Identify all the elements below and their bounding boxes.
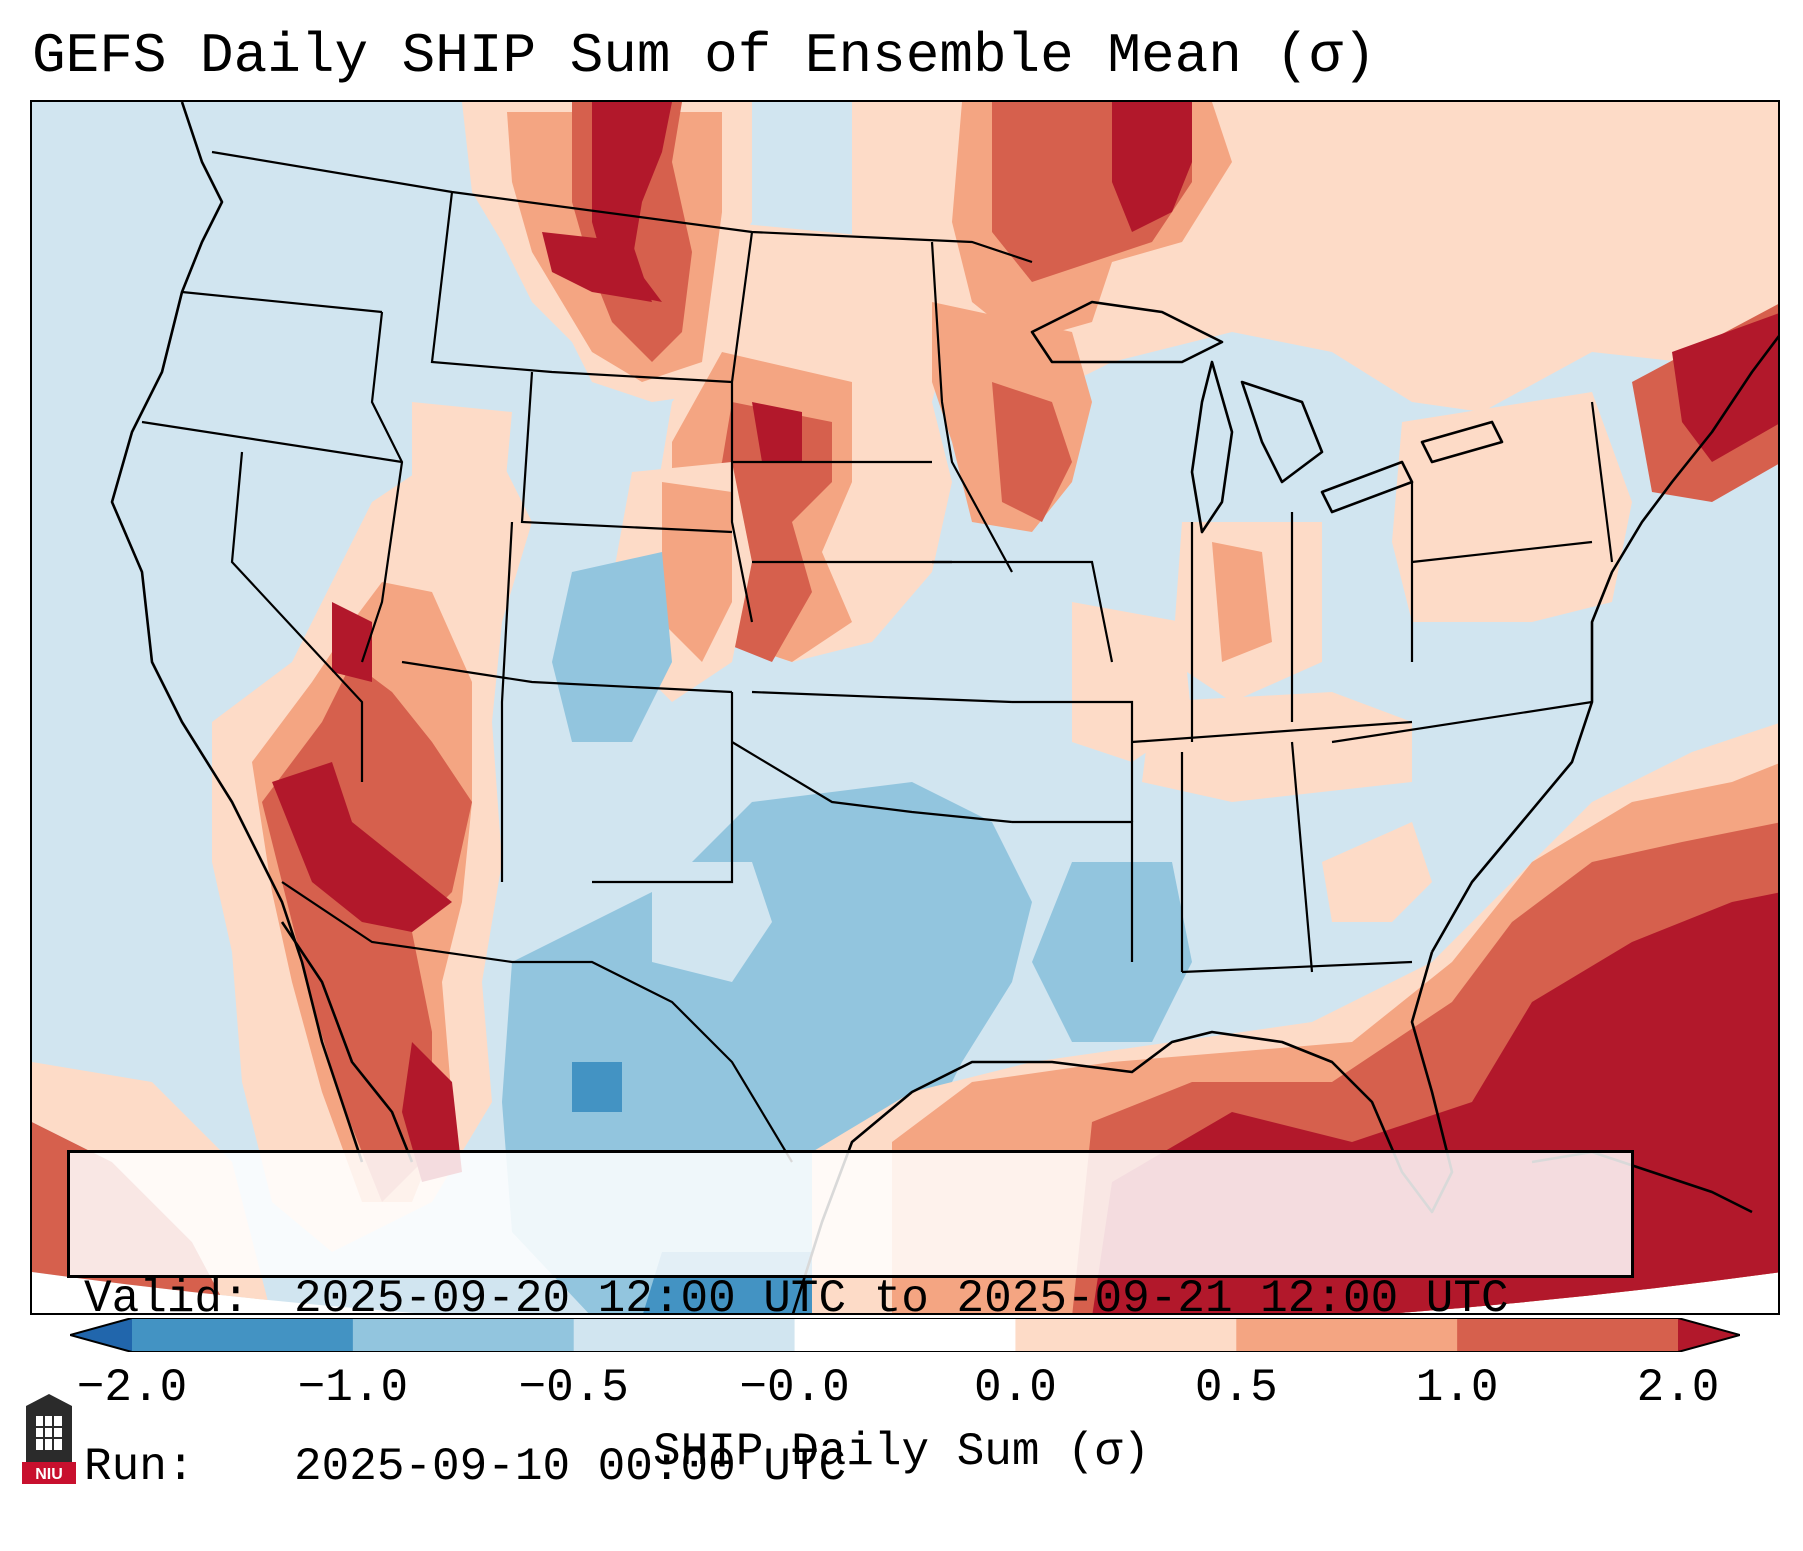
colorbar-bin-2 xyxy=(352,1318,575,1352)
state-dakotas xyxy=(730,231,754,623)
colorbar-bin-3 xyxy=(573,1318,796,1352)
anomaly-plains-max xyxy=(752,402,802,462)
border-layer xyxy=(141,150,1614,1163)
anomaly-utah-light xyxy=(412,402,512,562)
colorbar-tick-label: −0.0 xyxy=(739,1362,850,1414)
state-ny-ne xyxy=(1590,401,1614,563)
anomaly-tennessee-light xyxy=(1142,692,1412,802)
state-ks-ok xyxy=(751,690,1013,704)
state-ga-fl xyxy=(1181,960,1413,974)
logo-window xyxy=(36,1416,62,1450)
anomaly-montana-max2 xyxy=(542,232,652,302)
logo-window-grid xyxy=(36,1416,62,1450)
state-pa-ny xyxy=(1411,540,1593,564)
great-lakes-ontario xyxy=(1420,420,1504,464)
state-wa-or xyxy=(181,290,383,314)
colorbar-extend-high xyxy=(1678,1318,1740,1352)
state-co-nm xyxy=(500,521,514,882)
state-ar-la xyxy=(1012,820,1134,962)
colorbar-bin-1 xyxy=(132,1318,354,1352)
state-va-nc xyxy=(1331,700,1593,744)
anomaly-louisiana-neg xyxy=(1032,862,1192,1042)
colorbar-ticks: −2.0 −1.0 −0.5 −0.0 0.0 0.5 1.0 2.0 xyxy=(0,1360,1803,1420)
colorbar-bin-5 xyxy=(1015,1318,1237,1352)
valid-key: Valid: xyxy=(84,1273,250,1325)
colorbar-tick-label: −1.0 xyxy=(297,1362,409,1414)
run-value: 2025-09-10 00:00 UTC xyxy=(294,1441,847,1493)
state-al-ga xyxy=(1290,741,1314,973)
state-wy-co xyxy=(520,371,733,534)
colorbar xyxy=(70,1318,1740,1352)
run-key: Run: xyxy=(84,1441,195,1493)
field-layer xyxy=(32,102,1778,1313)
colorbar-bin-6 xyxy=(1236,1318,1458,1352)
state-ia-mo xyxy=(932,560,1114,663)
colorbar-tick-label: −2.0 xyxy=(76,1362,188,1414)
colorbar-bin-4 xyxy=(794,1318,1016,1352)
great-lakes-superior xyxy=(1030,300,1224,364)
run-row: Run: 2025-09-10 00:00 UTC xyxy=(84,1439,1631,1495)
great-lakes-michigan xyxy=(1190,360,1234,534)
anomaly-colorado-mid xyxy=(662,482,732,662)
baja-line xyxy=(280,921,414,1163)
state-mo-ar xyxy=(1012,700,1134,822)
state-id-west xyxy=(360,311,404,663)
anomaly-minnesota-strong xyxy=(992,382,1072,522)
anomaly-texas-light xyxy=(652,862,772,982)
map-panel[interactable] xyxy=(30,100,1780,1315)
colorbar-tick-label: 0.0 xyxy=(974,1362,1057,1414)
state-mt-wy xyxy=(430,191,733,384)
state-tn-ky xyxy=(1131,720,1413,744)
state-az-ut xyxy=(401,660,733,694)
valid-value: 2025-09-20 12:00 UTC to 2025-09-21 12:00… xyxy=(294,1273,1509,1325)
colorbar-bin-7 xyxy=(1457,1318,1679,1352)
mexico-border xyxy=(281,881,793,1163)
colorbar-tick-label: 1.0 xyxy=(1415,1362,1499,1414)
colorbar-tick-label: −0.5 xyxy=(518,1362,629,1414)
state-nv-ca xyxy=(230,451,364,782)
valid-row: Valid: 2025-09-20 12:00 UTC to 2025-09-21… xyxy=(84,1271,1631,1327)
colorbar-label: SHIP Daily Sum (σ) xyxy=(653,1426,1150,1478)
chart-title: GEFS Daily SHIP Sum of Ensemble Mean (σ) xyxy=(32,24,1377,88)
state-nm-tx xyxy=(592,692,734,884)
west-coast-line xyxy=(110,102,364,1163)
anomaly-east-light xyxy=(1392,392,1632,622)
state-ok-tx xyxy=(731,741,1013,824)
colorbar-tick-label: 2.0 xyxy=(1636,1362,1720,1414)
anomaly-sierra-max xyxy=(402,1042,462,1182)
niu-logo: NIU xyxy=(22,1394,76,1484)
colorbar-extend-low xyxy=(70,1318,132,1352)
state-mn-wi xyxy=(930,241,1013,573)
anomaly-texas-neg-strong xyxy=(572,1062,622,1112)
anomaly-colorado-neg xyxy=(552,552,672,742)
validity-box: Valid: 2025-09-20 12:00 UTC to 2025-09-21… xyxy=(67,1150,1634,1493)
logo-text: NIU xyxy=(35,1466,63,1483)
anomaly-newengland-max xyxy=(1672,312,1778,462)
anomaly-canada-max xyxy=(1112,102,1192,232)
great-lakes-huron xyxy=(1240,380,1324,484)
colorbar-tick-label: 0.5 xyxy=(1194,1362,1278,1414)
logo-banner xyxy=(22,1462,76,1484)
anomaly-indiana-mid xyxy=(1212,542,1272,662)
anomaly-southwest-max xyxy=(272,762,452,932)
state-or-ca xyxy=(141,420,403,464)
anomaly-southeast-light xyxy=(1322,822,1432,922)
map-svg xyxy=(32,102,1778,1313)
east-coast-line xyxy=(1430,335,1778,953)
